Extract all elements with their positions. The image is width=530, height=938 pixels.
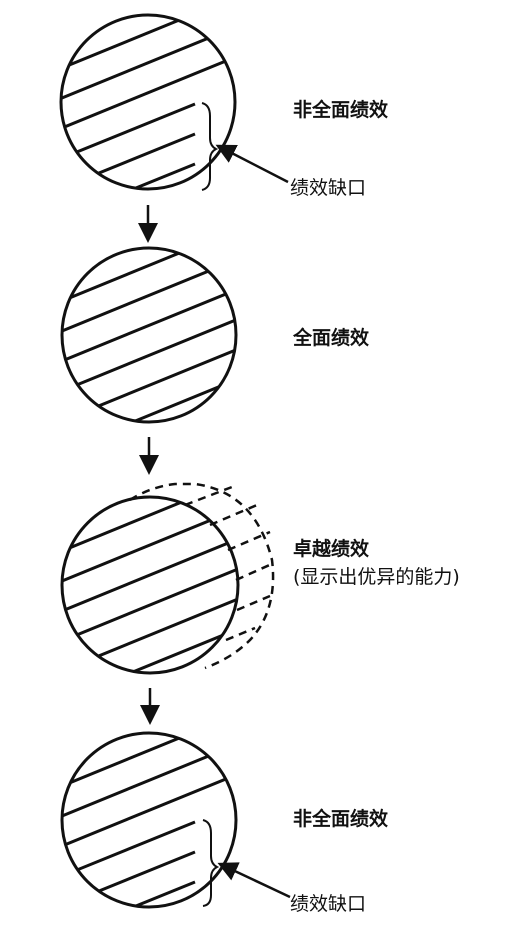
gap-pointer-arrow [217,862,291,899]
stage-4-label: 非全面绩效 [293,808,389,830]
hatch-lines [62,497,238,673]
gap-brace [201,102,219,191]
stage-1-gap-label: 绩效缺口 [290,177,367,199]
hatch-lines [61,15,235,189]
gap-brace [202,819,220,907]
stage-3-label: 卓越绩效 [293,538,370,560]
stage-4-gap-label: 绩效缺口 [290,893,367,915]
stage-3-sub-label: (显示出优异的能力) [293,566,460,588]
stage-1-circle [59,13,237,191]
stage-2-circle [60,246,238,424]
stage-3-circle [60,482,275,675]
gap-pointer-arrow [215,144,289,184]
stage-2-label: 全面绩效 [293,327,370,349]
stage-1-label: 非全面绩效 [293,99,389,121]
extended-dashed-outline [129,482,275,670]
hatch-lines [62,248,236,422]
